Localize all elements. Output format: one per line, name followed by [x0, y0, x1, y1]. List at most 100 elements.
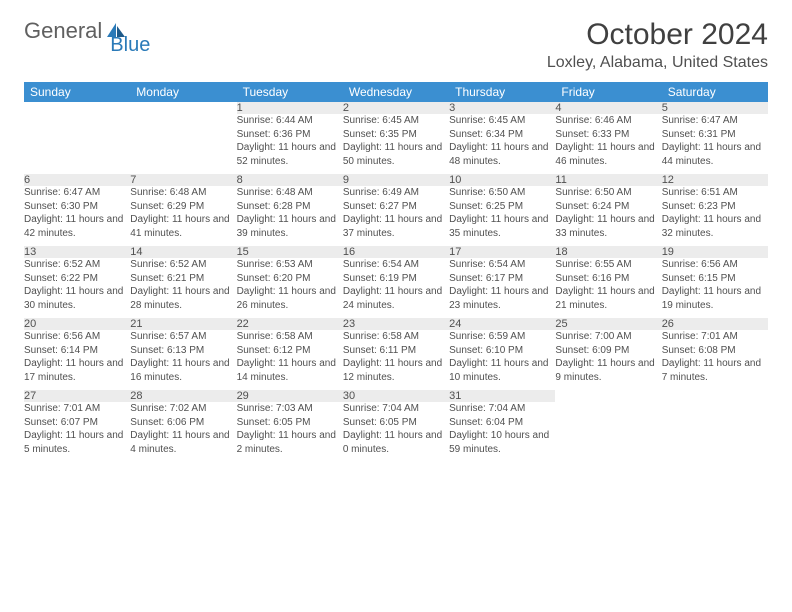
day-number-cell: 23 [343, 318, 449, 330]
day-number-cell: 26 [662, 318, 768, 330]
daynum-row: 20212223242526 [24, 318, 768, 330]
day-number-cell: 13 [24, 246, 130, 258]
day-number-cell: 9 [343, 174, 449, 186]
sunrise-text: Sunrise: 6:48 AM [237, 186, 343, 200]
logo-text-2: Blue [110, 34, 150, 57]
daylight-text: Daylight: 11 hours and 28 minutes. [130, 285, 236, 312]
day-detail-cell: Sunrise: 6:51 AMSunset: 6:23 PMDaylight:… [662, 186, 768, 244]
page-title: October 2024 [586, 18, 768, 52]
calendar-table: Sunday Monday Tuesday Wednesday Thursday… [24, 82, 768, 460]
sunrise-text: Sunrise: 6:45 AM [449, 114, 555, 128]
day-number-cell: 18 [555, 246, 661, 258]
daylight-text: Daylight: 11 hours and 0 minutes. [343, 429, 449, 456]
sunrise-text: Sunrise: 6:44 AM [237, 114, 343, 128]
sunrise-text: Sunrise: 6:48 AM [130, 186, 236, 200]
sunset-text: Sunset: 6:13 PM [130, 344, 236, 358]
sunset-text: Sunset: 6:25 PM [449, 200, 555, 214]
daylight-text: Daylight: 11 hours and 26 minutes. [237, 285, 343, 312]
day-number-cell [555, 390, 661, 402]
detail-row: Sunrise: 6:56 AMSunset: 6:14 PMDaylight:… [24, 330, 768, 388]
sunrise-text: Sunrise: 6:47 AM [24, 186, 130, 200]
day-number-cell [662, 390, 768, 402]
sunrise-text: Sunrise: 6:47 AM [662, 114, 768, 128]
day-detail-cell: Sunrise: 6:54 AMSunset: 6:17 PMDaylight:… [449, 258, 555, 316]
sunrise-text: Sunrise: 6:46 AM [555, 114, 661, 128]
day-number-cell: 12 [662, 174, 768, 186]
day-detail-cell: Sunrise: 6:48 AMSunset: 6:28 PMDaylight:… [237, 186, 343, 244]
day-detail-cell: Sunrise: 7:00 AMSunset: 6:09 PMDaylight:… [555, 330, 661, 388]
daylight-text: Daylight: 11 hours and 10 minutes. [449, 357, 555, 384]
daylight-text: Daylight: 11 hours and 2 minutes. [237, 429, 343, 456]
sunrise-text: Sunrise: 6:50 AM [555, 186, 661, 200]
day-detail-cell: Sunrise: 6:49 AMSunset: 6:27 PMDaylight:… [343, 186, 449, 244]
day-number-cell: 27 [24, 390, 130, 402]
day-detail-cell: Sunrise: 6:45 AMSunset: 6:34 PMDaylight:… [449, 114, 555, 172]
sunset-text: Sunset: 6:14 PM [24, 344, 130, 358]
location-subtitle: Loxley, Alabama, United States [24, 54, 768, 72]
sunrise-text: Sunrise: 7:00 AM [555, 330, 661, 344]
sunset-text: Sunset: 6:17 PM [449, 272, 555, 286]
sunrise-text: Sunrise: 6:54 AM [343, 258, 449, 272]
sunset-text: Sunset: 6:33 PM [555, 128, 661, 142]
sunrise-text: Sunrise: 7:04 AM [343, 402, 449, 416]
daylight-text: Daylight: 11 hours and 17 minutes. [24, 357, 130, 384]
day-number-cell: 31 [449, 390, 555, 402]
day-detail-cell: Sunrise: 7:03 AMSunset: 6:05 PMDaylight:… [237, 402, 343, 460]
day-detail-cell: Sunrise: 6:47 AMSunset: 6:31 PMDaylight:… [662, 114, 768, 172]
col-header: Friday [555, 82, 661, 102]
sunrise-text: Sunrise: 6:57 AM [130, 330, 236, 344]
daylight-text: Daylight: 11 hours and 32 minutes. [662, 213, 768, 240]
sunset-text: Sunset: 6:31 PM [662, 128, 768, 142]
sunset-text: Sunset: 6:11 PM [343, 344, 449, 358]
sunset-text: Sunset: 6:12 PM [237, 344, 343, 358]
calendar-header-row: Sunday Monday Tuesday Wednesday Thursday… [24, 82, 768, 102]
sunset-text: Sunset: 6:09 PM [555, 344, 661, 358]
daylight-text: Daylight: 11 hours and 7 minutes. [662, 357, 768, 384]
daylight-text: Daylight: 11 hours and 48 minutes. [449, 141, 555, 168]
day-number-cell: 30 [343, 390, 449, 402]
sunrise-text: Sunrise: 6:58 AM [237, 330, 343, 344]
col-header: Saturday [662, 82, 768, 102]
day-detail-cell: Sunrise: 7:01 AMSunset: 6:08 PMDaylight:… [662, 330, 768, 388]
col-header: Wednesday [343, 82, 449, 102]
sunset-text: Sunset: 6:16 PM [555, 272, 661, 286]
sunset-text: Sunset: 6:06 PM [130, 416, 236, 430]
day-number-cell: 25 [555, 318, 661, 330]
sunset-text: Sunset: 6:05 PM [237, 416, 343, 430]
sunset-text: Sunset: 6:27 PM [343, 200, 449, 214]
day-number-cell [130, 102, 236, 114]
day-number-cell: 21 [130, 318, 236, 330]
daylight-text: Daylight: 11 hours and 12 minutes. [343, 357, 449, 384]
day-detail-cell: Sunrise: 6:56 AMSunset: 6:14 PMDaylight:… [24, 330, 130, 388]
day-detail-cell: Sunrise: 6:50 AMSunset: 6:25 PMDaylight:… [449, 186, 555, 244]
logo: General Blue [24, 18, 168, 44]
sunrise-text: Sunrise: 6:45 AM [343, 114, 449, 128]
day-detail-cell: Sunrise: 6:46 AMSunset: 6:33 PMDaylight:… [555, 114, 661, 172]
day-number-cell: 15 [237, 246, 343, 258]
daylight-text: Daylight: 11 hours and 35 minutes. [449, 213, 555, 240]
sunset-text: Sunset: 6:20 PM [237, 272, 343, 286]
daylight-text: Daylight: 11 hours and 9 minutes. [555, 357, 661, 384]
daylight-text: Daylight: 10 hours and 59 minutes. [449, 429, 555, 456]
sunrise-text: Sunrise: 6:59 AM [449, 330, 555, 344]
daylight-text: Daylight: 11 hours and 21 minutes. [555, 285, 661, 312]
day-detail-cell: Sunrise: 6:48 AMSunset: 6:29 PMDaylight:… [130, 186, 236, 244]
sunset-text: Sunset: 6:05 PM [343, 416, 449, 430]
day-number-cell: 6 [24, 174, 130, 186]
day-detail-cell [130, 114, 236, 172]
daynum-row: 13141516171819 [24, 246, 768, 258]
daylight-text: Daylight: 11 hours and 33 minutes. [555, 213, 661, 240]
sunrise-text: Sunrise: 6:56 AM [24, 330, 130, 344]
sunrise-text: Sunrise: 6:55 AM [555, 258, 661, 272]
daylight-text: Daylight: 11 hours and 24 minutes. [343, 285, 449, 312]
sunset-text: Sunset: 6:36 PM [237, 128, 343, 142]
daylight-text: Daylight: 11 hours and 4 minutes. [130, 429, 236, 456]
daylight-text: Daylight: 11 hours and 30 minutes. [24, 285, 130, 312]
sunrise-text: Sunrise: 6:56 AM [662, 258, 768, 272]
day-number-cell: 2 [343, 102, 449, 114]
detail-row: Sunrise: 7:01 AMSunset: 6:07 PMDaylight:… [24, 402, 768, 460]
day-detail-cell: Sunrise: 6:45 AMSunset: 6:35 PMDaylight:… [343, 114, 449, 172]
daylight-text: Daylight: 11 hours and 37 minutes. [343, 213, 449, 240]
day-detail-cell: Sunrise: 6:58 AMSunset: 6:12 PMDaylight:… [237, 330, 343, 388]
daylight-text: Daylight: 11 hours and 41 minutes. [130, 213, 236, 240]
